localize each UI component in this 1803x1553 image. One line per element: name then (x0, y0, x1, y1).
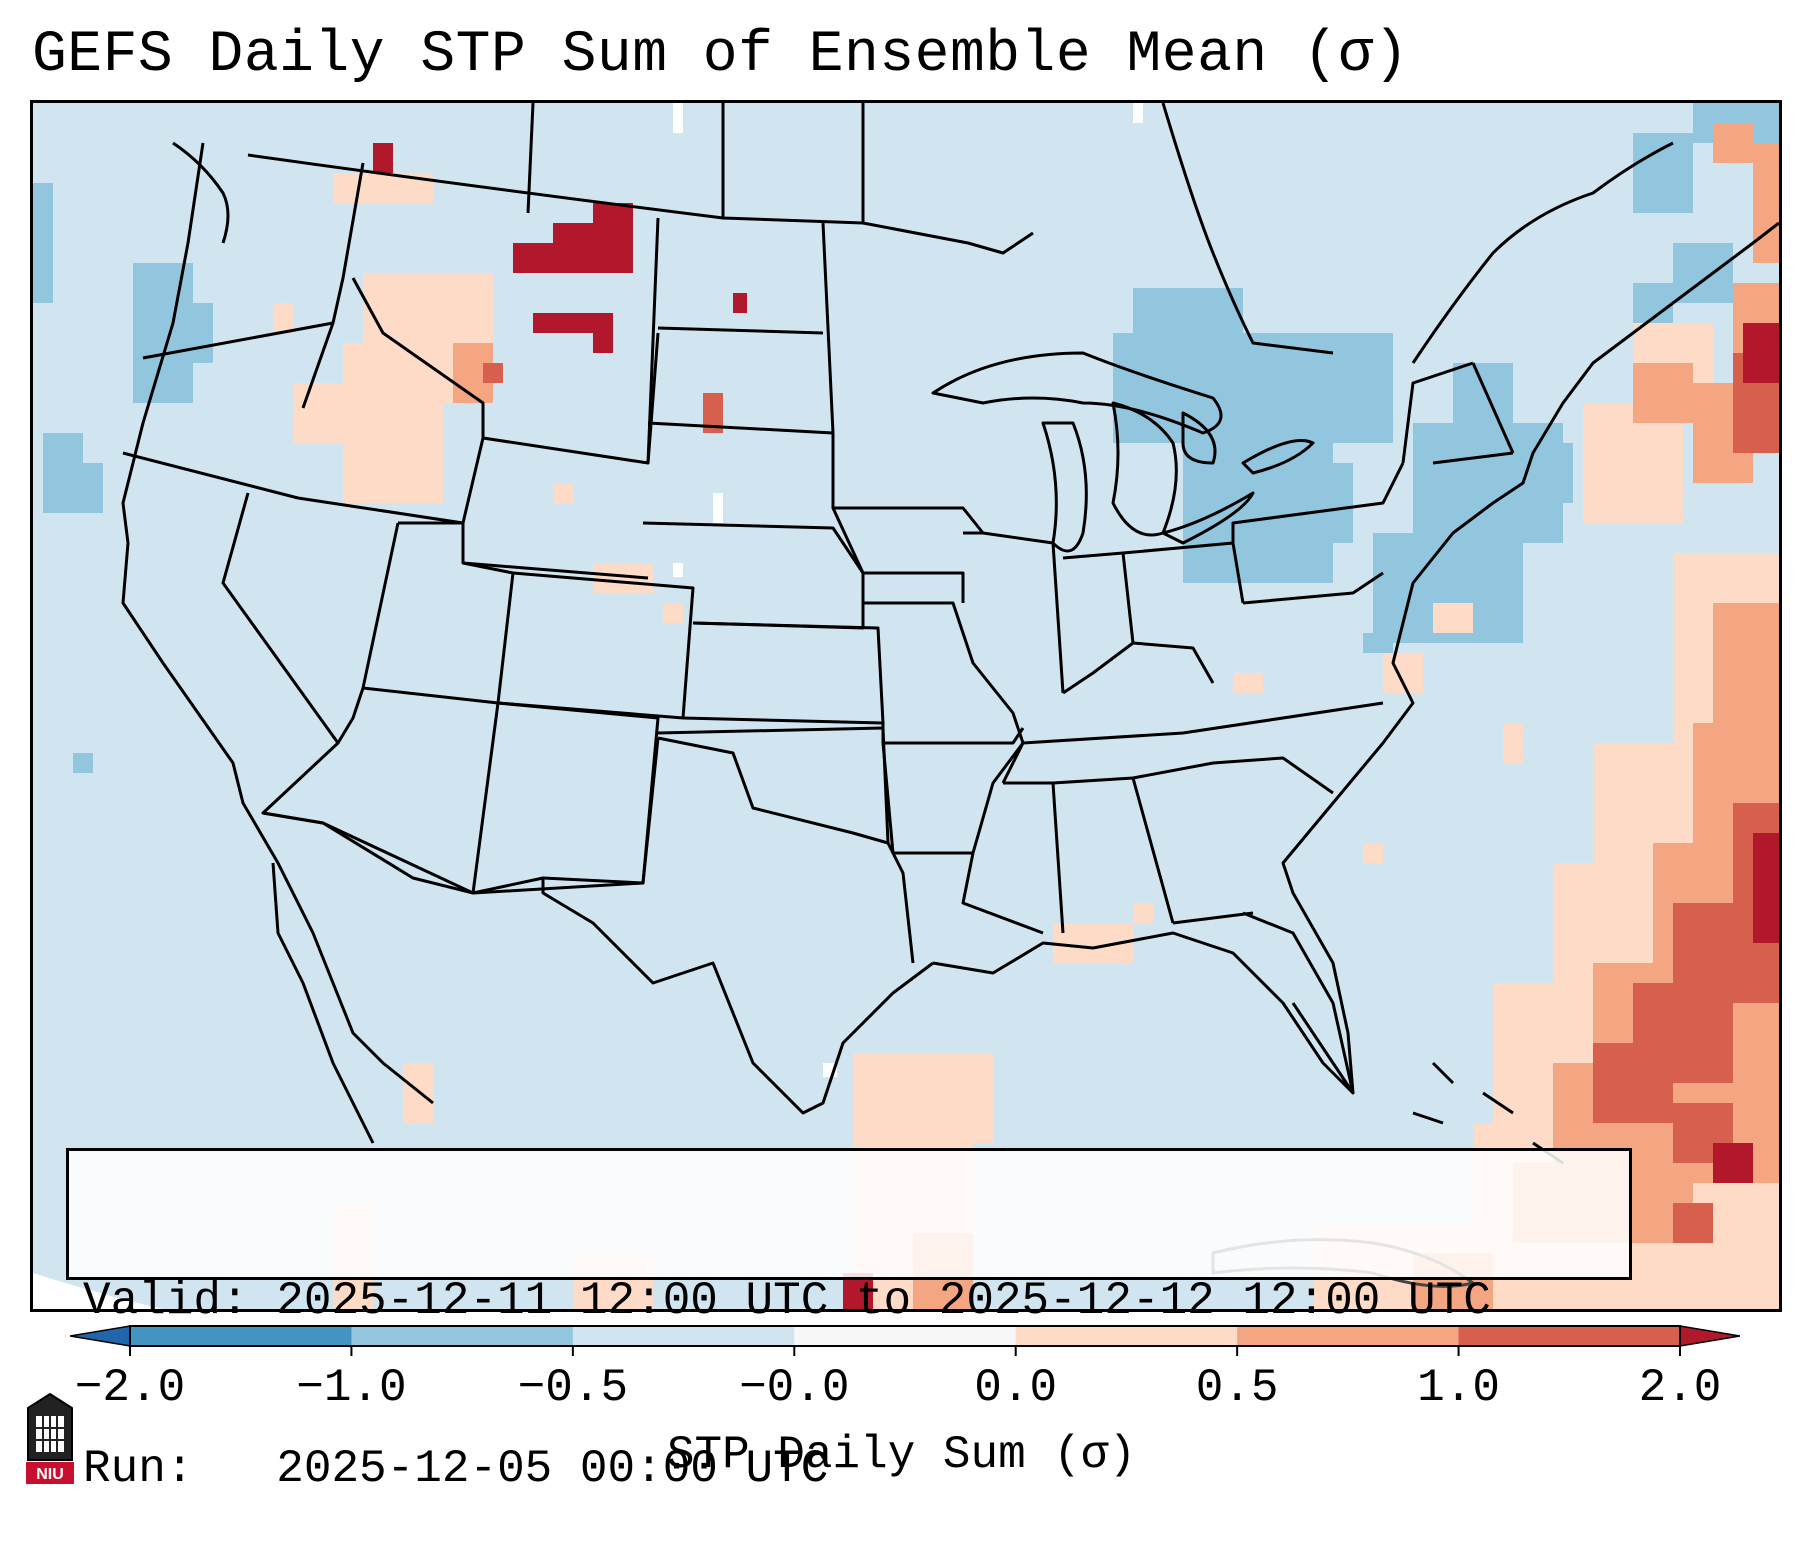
colorbar-bin (794, 1326, 1017, 1346)
valid-time-text: Valid: 2025-12-11 12:00 UTC to 2025-12-1… (83, 1275, 1491, 1327)
run-time-text: Run: 2025-12-05 00:00 UTC (83, 1443, 829, 1495)
colorbar-extend-low (69, 1325, 131, 1347)
colorbar-tick-label: −2.0 (74, 1362, 186, 1414)
arkansas-outline (881, 742, 973, 855)
colorbar-bin (130, 1326, 352, 1346)
mississippi-river (971, 742, 1025, 854)
bahamas (1412, 1061, 1564, 1165)
vancouver-island (172, 141, 230, 244)
colorbar-tick-label: −0.5 (517, 1362, 629, 1414)
st-lawrence (1411, 141, 1674, 364)
mass-line (1432, 451, 1514, 465)
lake-michigan (1041, 421, 1088, 553)
colorbar-tick-label: 2.0 (1638, 1362, 1722, 1414)
nd-sd-line (657, 326, 824, 335)
tennessee-north (1001, 701, 1384, 784)
idaho-west-line (301, 162, 365, 409)
colorbar-label: STP Daily Sum (σ) (666, 1429, 1137, 1481)
colorbar-tick-label: 0.0 (974, 1362, 1058, 1414)
alberta-sask-line (526, 103, 535, 214)
missouri-arkansas (881, 723, 1025, 745)
florida-peninsula (1242, 911, 1355, 1095)
colorbar-tick-label: −1.0 (296, 1362, 407, 1414)
colorbar-svg (69, 1325, 1741, 1356)
colorbar-outline (129, 1325, 1681, 1347)
colorbar-bin (351, 1326, 574, 1346)
illinois-indiana (963, 531, 1065, 694)
lake-ontario (1241, 439, 1315, 475)
colorbar-tick-label: 0.5 (1195, 1362, 1279, 1414)
colorbar (69, 1316, 1741, 1396)
colorbar-extend-high (1679, 1325, 1741, 1347)
lake-erie (1161, 491, 1255, 545)
missouri-east (863, 601, 1025, 744)
boundaries (121, 103, 1779, 1288)
sd-ne-line (647, 421, 834, 435)
ny-vt (1401, 361, 1474, 464)
idaho-montana-line (351, 277, 485, 438)
colorbar-bin (1237, 1326, 1460, 1346)
ga-sc-nc (1132, 756, 1334, 795)
lake-huron (1181, 411, 1217, 465)
nh-line (1471, 362, 1515, 454)
pacific-coast (121, 142, 434, 1105)
new-mexico-outline (472, 701, 660, 895)
lake-superior (931, 351, 1223, 435)
utah-outline (362, 521, 515, 705)
logo-text: NIU (36, 1466, 64, 1483)
kansas-outline (682, 621, 885, 725)
chart-title: GEFS Daily STP Sum of Ensemble Mean (σ) (32, 23, 1409, 88)
or-ca-nv-line (122, 451, 299, 500)
map-svg (33, 103, 1779, 1309)
pa-south (1242, 571, 1384, 605)
or-wa-line (142, 321, 334, 360)
nevada-outline (221, 492, 400, 745)
negative-anomaly-patches (33, 103, 1779, 773)
iowa-missouri (831, 507, 965, 603)
ontario-quebec-line (1161, 103, 1334, 355)
colorbar-bin (1015, 1326, 1238, 1346)
louisiana-mississippi (961, 852, 1044, 935)
map-domain-edge (33, 1273, 163, 1309)
baja-peninsula (271, 862, 375, 1144)
florida-georgia (1172, 911, 1254, 925)
wyoming-south (462, 561, 649, 580)
ohio-river (1062, 641, 1215, 695)
ny-pa (1231, 462, 1405, 543)
atlantic-coast (1281, 221, 1779, 1094)
gulf-coast (932, 931, 1355, 1095)
colorbar-bin (1458, 1326, 1681, 1346)
colorbar-tick-label: 1.0 (1417, 1362, 1500, 1414)
validity-info-box: Valid: 2025-12-11 12:00 UTC to 2025-12-1… (66, 1148, 1632, 1495)
iowa-minnesota (831, 433, 985, 534)
colorbar-tick-label: −0.0 (739, 1362, 850, 1414)
mexico-border (262, 811, 544, 895)
colorbar-bin (572, 1326, 795, 1346)
dakota-minnesota-line (821, 222, 835, 434)
niu-logo: NIU (22, 1390, 78, 1490)
map-panel (30, 100, 1782, 1312)
